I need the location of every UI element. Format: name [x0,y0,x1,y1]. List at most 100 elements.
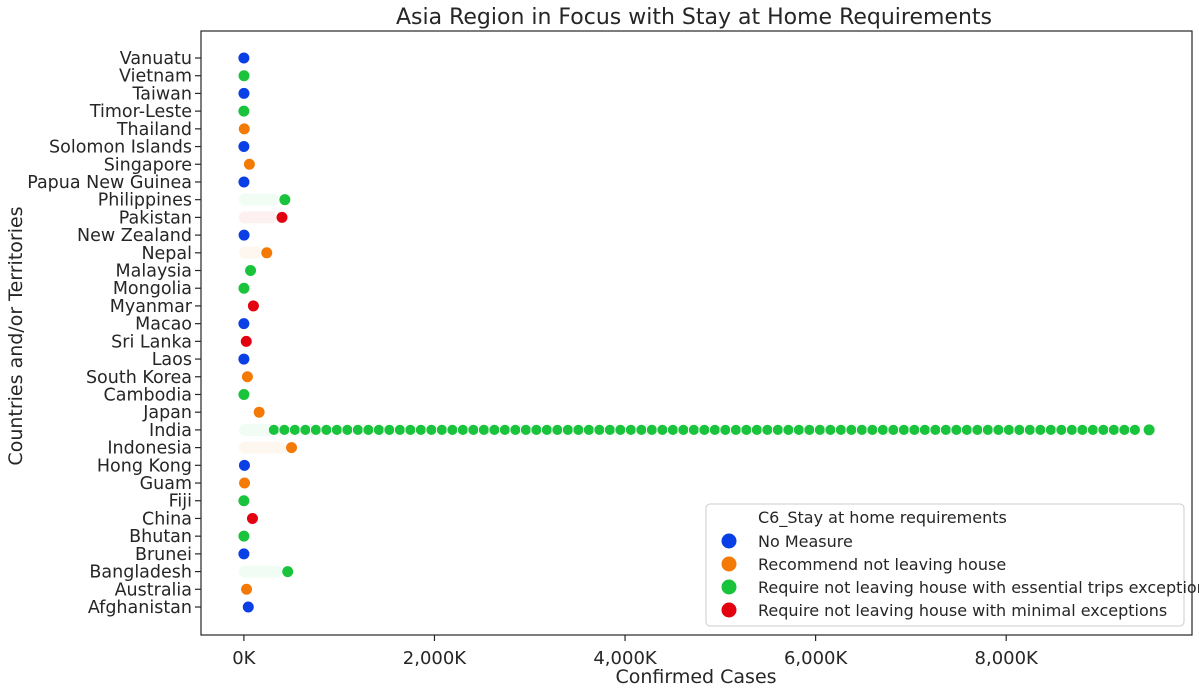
point-thailand [237,122,251,136]
point-afghanistan [241,600,255,614]
y-tick-label: Indonesia [107,439,192,459]
trail-point [1023,424,1036,436]
trail-point [750,424,763,436]
trail-point [771,424,784,436]
x-tick-label: 2,000K [403,648,468,669]
point-timor-leste [237,104,251,118]
y-tick-label: New Zealand [77,226,192,246]
data-points [237,51,1156,614]
series-trail [238,246,262,259]
trail-point [635,424,648,436]
point-indonesia [285,441,299,455]
x-tick-label: 8,000K [975,648,1040,669]
y-tick-label: Guam [140,474,192,494]
y-tick-label: Myanmar [110,297,193,317]
point-guam [238,476,252,490]
trail-point [929,424,942,436]
trail-point [477,424,490,436]
legend-entry: Require not leaving house with minimal e… [758,601,1167,620]
trail-point [404,424,417,436]
trail-point [498,424,511,436]
legend-marker [721,579,737,595]
legend-entry: Require not leaving house with essential… [758,578,1199,597]
x-tick-label: 6,000K [784,648,849,669]
y-tick-label: Timor-Leste [89,102,192,122]
trail-point [897,424,910,436]
y-axis: VanuatuVietnamTaiwanTimor-LesteThailandS… [27,49,201,618]
point-australia [240,582,254,596]
trail-point [782,424,795,436]
y-tick-label: Malaysia [116,262,192,282]
y-tick-label: Macao [135,315,192,335]
trail-point [834,424,847,436]
plot-area-frame [200,30,1193,636]
x-axis: 0K 2,000K 4,000K 6,000K 8,000K [232,635,1039,669]
trail-point [467,424,480,436]
trail-point [572,424,585,436]
trail-point [1097,424,1110,436]
point-philippines [278,193,292,207]
y-tick-label: Australia [115,580,192,600]
trail-point [719,424,732,436]
y-tick-label: South Korea [86,368,192,388]
trail-point [1086,424,1099,436]
series-trail [238,211,277,224]
y-tick-label: China [142,509,192,529]
point-nepal [260,246,274,260]
point-bangladesh [281,565,295,579]
trail-point [792,424,805,436]
point-taiwan [237,86,251,100]
y-tick-label: Bangladesh [89,563,192,583]
point-vanuatu [237,51,251,65]
y-tick-label: Bhutan [129,527,192,547]
point-singapore [242,157,256,171]
trail-point [687,424,700,436]
trail-point [446,424,459,436]
trail-point [330,424,343,436]
x-axis-label: Confirmed Cases [615,666,776,688]
trail-point [530,424,543,436]
point-fiji [237,494,251,508]
trail-point [561,424,574,436]
trail-point [362,424,375,436]
trail-point [278,424,291,436]
y-tick-label: Sri Lanka [111,332,192,352]
trail-point [855,424,868,436]
y-axis-label: Countries and/or Territories [5,206,27,465]
trail-point [729,424,742,436]
trail-point [456,424,469,436]
trail-point [351,424,364,436]
point-malaysia [244,264,258,278]
trail-point [939,424,952,436]
trail-point [435,424,448,436]
trail-point [666,424,679,436]
trail-point [1065,424,1078,436]
trail-point [551,424,564,436]
trail-point [845,424,858,436]
trail-point [876,424,889,436]
y-tick-label: Thailand [116,120,192,140]
trail-point [708,424,721,436]
x-tick-label: 4,000K [593,648,658,669]
y-tick-label: Afghanistan [88,598,192,618]
legend-title: C6_Stay at home requirements [758,508,1007,528]
y-tick-label: Pakistan [119,208,192,228]
trail-point [677,424,690,436]
trail-point [761,424,774,436]
y-tick-label: Mongolia [113,279,192,299]
point-hong-kong [237,458,251,472]
point-macao [237,317,251,331]
x-tick-label: 0K [232,648,256,669]
y-tick-label: Taiwan [131,84,192,104]
trail-point [1055,424,1068,436]
series-trail [238,193,280,206]
trail-point [1013,424,1026,436]
trail-point [824,424,837,436]
point-vietnam [237,69,251,83]
trail-point [1128,424,1141,436]
point-laos [237,352,251,366]
trail-point [519,424,532,436]
trail-point [803,424,816,436]
